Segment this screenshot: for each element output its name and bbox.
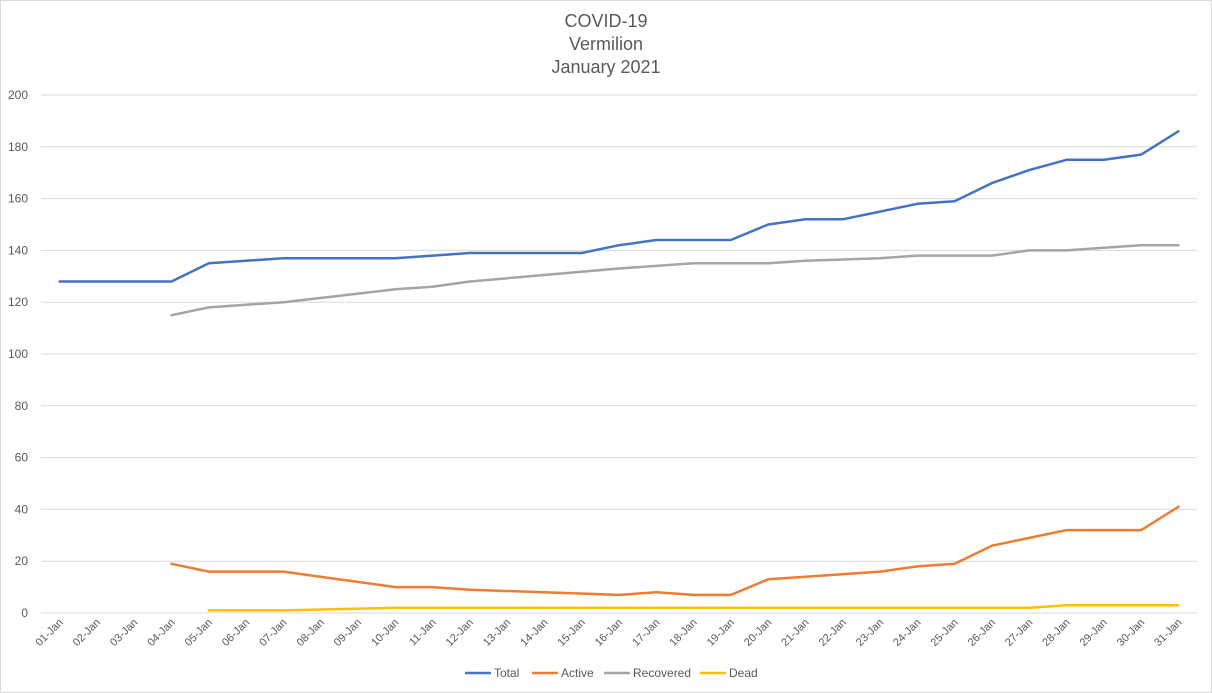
legend-label-dead: Dead: [729, 666, 758, 680]
x-tick-label: 15-Jan: [556, 617, 588, 649]
x-tick-label: 09-Jan: [332, 617, 364, 649]
series-line-active: [170, 505, 1180, 597]
y-tick-label: 160: [8, 192, 28, 206]
x-tick-label: 02-Jan: [71, 617, 103, 649]
x-tick-label: 16-Jan: [593, 617, 625, 649]
x-tick-label: 24-Jan: [891, 617, 923, 649]
legend-label-recovered: Recovered: [633, 666, 691, 680]
series-line-recovered: [170, 243, 1180, 317]
grid-lines: [41, 94, 1197, 614]
x-tick-label: 10-Jan: [369, 617, 401, 649]
y-tick-label: 20: [15, 554, 29, 568]
x-tick-label: 03-Jan: [108, 617, 140, 649]
x-axis-ticks: 01-Jan 02-Jan 03-Jan 04-Jan 05-Jan 06-Jan 07-J…: [33, 617, 1184, 649]
x-tick-label: 27-Jan: [1003, 617, 1035, 649]
y-axis-ticks: 0 20 40 60 80 100 120 140 160 180 200: [8, 88, 28, 620]
legend-label-active: Active: [561, 666, 594, 680]
x-tick-label: 18-Jan: [667, 617, 699, 649]
x-tick-label: 14-Jan: [518, 617, 550, 649]
x-tick-label: 13-Jan: [481, 617, 513, 649]
x-tick-label: 12-Jan: [444, 617, 476, 649]
x-tick-label: 04-Jan: [145, 617, 177, 649]
x-tick-label: 31-Jan: [1152, 617, 1184, 649]
y-tick-label: 180: [8, 140, 28, 154]
chart-title-line-2: Vermilion: [568, 34, 644, 54]
x-tick-label: 25-Jan: [928, 617, 960, 649]
chart-title-line-1: COVID-19: [564, 11, 648, 31]
series-line-dead: [207, 603, 1180, 612]
y-tick-label: 80: [15, 399, 29, 413]
x-tick-label: 23-Jan: [854, 617, 886, 649]
x-tick-label: 05-Jan: [183, 617, 215, 649]
series-lines: [58, 130, 1180, 612]
x-tick-label: 20-Jan: [742, 617, 774, 649]
y-tick-label: 120: [8, 295, 28, 309]
chart-title-line-3: January 2021: [551, 57, 661, 77]
x-tick-label: 17-Jan: [630, 617, 662, 649]
y-tick-label: 60: [15, 451, 29, 465]
x-tick-label: 19-Jan: [705, 617, 737, 649]
y-tick-label: 0: [21, 606, 28, 620]
chart-title: COVID-19 Vermilion January 2021: [0, 10, 1212, 79]
x-tick-label: 07-Jan: [257, 617, 289, 649]
y-tick-label: 200: [8, 88, 28, 102]
x-tick-label: 01-Jan: [33, 617, 65, 649]
x-tick-label: 06-Jan: [220, 617, 252, 649]
x-tick-label: 11-Jan: [407, 617, 439, 649]
x-tick-label: 30-Jan: [1115, 617, 1147, 649]
y-tick-label: 100: [8, 347, 28, 361]
x-tick-label: 21-Jan: [779, 617, 811, 649]
y-tick-label: 140: [8, 243, 28, 257]
x-tick-label: 22-Jan: [817, 617, 849, 649]
y-tick-label: 40: [15, 502, 29, 516]
series-line-total: [58, 130, 1180, 283]
legend: Total Active Recovered Dead: [465, 666, 758, 680]
x-tick-label: 28-Jan: [1040, 617, 1072, 649]
x-tick-label: 08-Jan: [295, 617, 327, 649]
x-tick-label: 26-Jan: [966, 617, 998, 649]
x-tick-label: 29-Jan: [1078, 617, 1110, 649]
legend-label-total: Total: [494, 666, 519, 680]
